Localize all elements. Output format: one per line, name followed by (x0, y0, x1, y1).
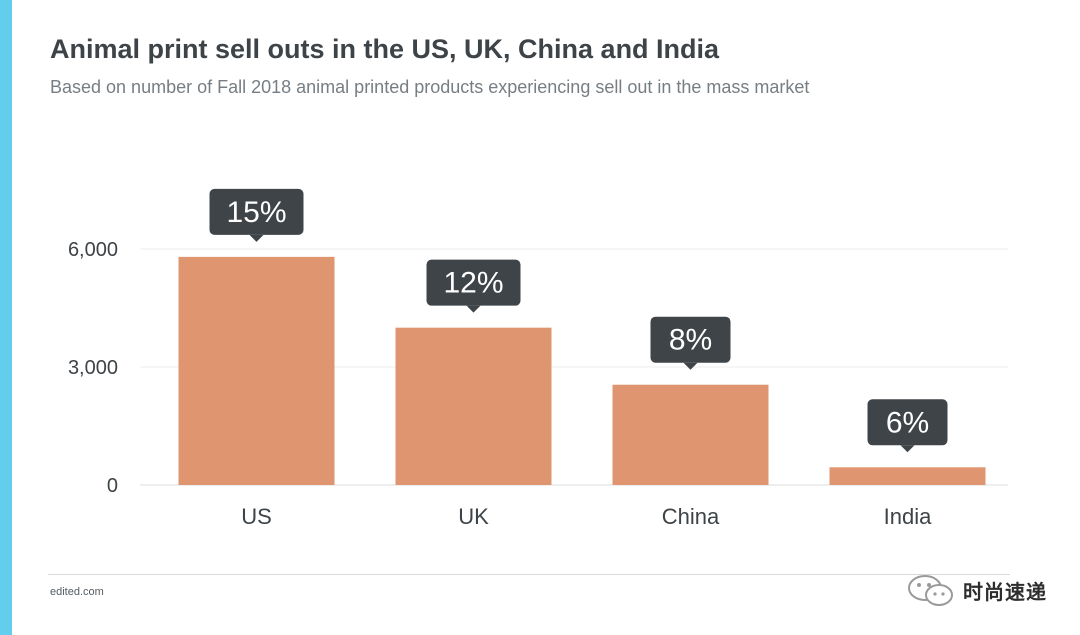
bar-china (612, 384, 769, 485)
bar-us (178, 256, 335, 485)
chart-subtitle: Based on number of Fall 2018 animal prin… (50, 77, 810, 97)
watermark-text: 时尚速递 (963, 581, 1047, 604)
data-label-box (209, 188, 304, 235)
x-tick-label-china: China (662, 504, 720, 529)
bar-uk (395, 327, 552, 485)
data-label-uk: 12% (426, 259, 521, 313)
data-label-us: 15% (209, 188, 304, 242)
x-tick-label-uk: UK (458, 504, 489, 529)
data-label-text: 6% (886, 406, 929, 439)
watermark: 时尚速递 (905, 570, 1047, 610)
data-label-pointer (683, 362, 698, 370)
data-label-china: 8% (650, 316, 731, 370)
y-tick-label-1: 3,000 (68, 357, 118, 379)
data-label-box (867, 399, 948, 446)
bar-chart: 0 3,000 6,000 US 15% UK 12% China 8% India 6% (68, 188, 1008, 529)
data-label-india: 6% (867, 399, 948, 453)
data-label-pointer (900, 445, 915, 453)
y-tick-label-0: 0 (107, 475, 118, 497)
data-label-pointer (466, 305, 481, 313)
source-label: edited.com (50, 586, 104, 598)
data-label-box (650, 316, 731, 363)
data-label-text: 12% (443, 267, 503, 300)
x-tick-label-us: US (241, 504, 272, 529)
x-tick-label-india: India (884, 504, 932, 529)
data-label-box (426, 259, 521, 306)
footer-divider (48, 574, 1010, 575)
chart-title: Animal print sell outs in the US, UK, Ch… (50, 34, 720, 64)
data-label-text: 15% (226, 196, 286, 229)
data-label-text: 8% (669, 324, 712, 357)
bar-india (829, 467, 986, 485)
y-tick-label-2: 6,000 (68, 239, 118, 261)
accent-bar (0, 0, 12, 635)
data-label-pointer (249, 234, 264, 242)
wechat-icon (908, 575, 953, 606)
